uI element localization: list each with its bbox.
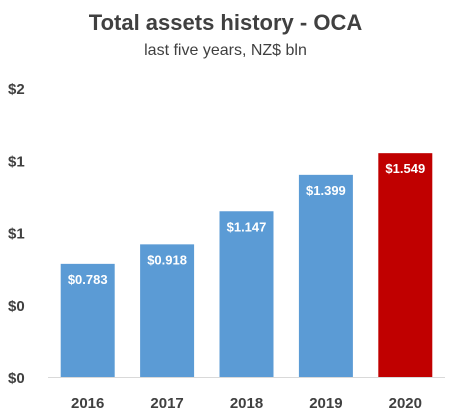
y-tick-label: $1	[8, 153, 25, 170]
x-tick-label: 2019	[309, 395, 342, 412]
data-label: $1.147	[227, 219, 267, 234]
chart-subtitle: last five years, NZ$ bln	[144, 42, 307, 59]
y-tick-label: $1	[8, 226, 25, 243]
x-tick-label: 2018	[230, 395, 263, 412]
data-label: $1.549	[385, 161, 425, 176]
chart-title: Total assets history - OCA	[88, 10, 363, 35]
data-label: $1.399	[306, 183, 346, 198]
x-tick-label: 2020	[389, 395, 422, 412]
x-tick-label: 2016	[71, 395, 104, 412]
data-label: $0.918	[147, 252, 187, 267]
y-tick-label: $0	[8, 298, 25, 315]
data-label: $0.783	[68, 272, 108, 287]
bar	[219, 211, 274, 377]
y-tick-label: $0	[8, 370, 25, 387]
bar	[60, 263, 115, 377]
bar	[140, 244, 195, 377]
y-tick-label: $2	[8, 81, 25, 98]
bar	[298, 174, 353, 377]
bar	[378, 153, 433, 377]
x-tick-label: 2017	[150, 395, 183, 412]
